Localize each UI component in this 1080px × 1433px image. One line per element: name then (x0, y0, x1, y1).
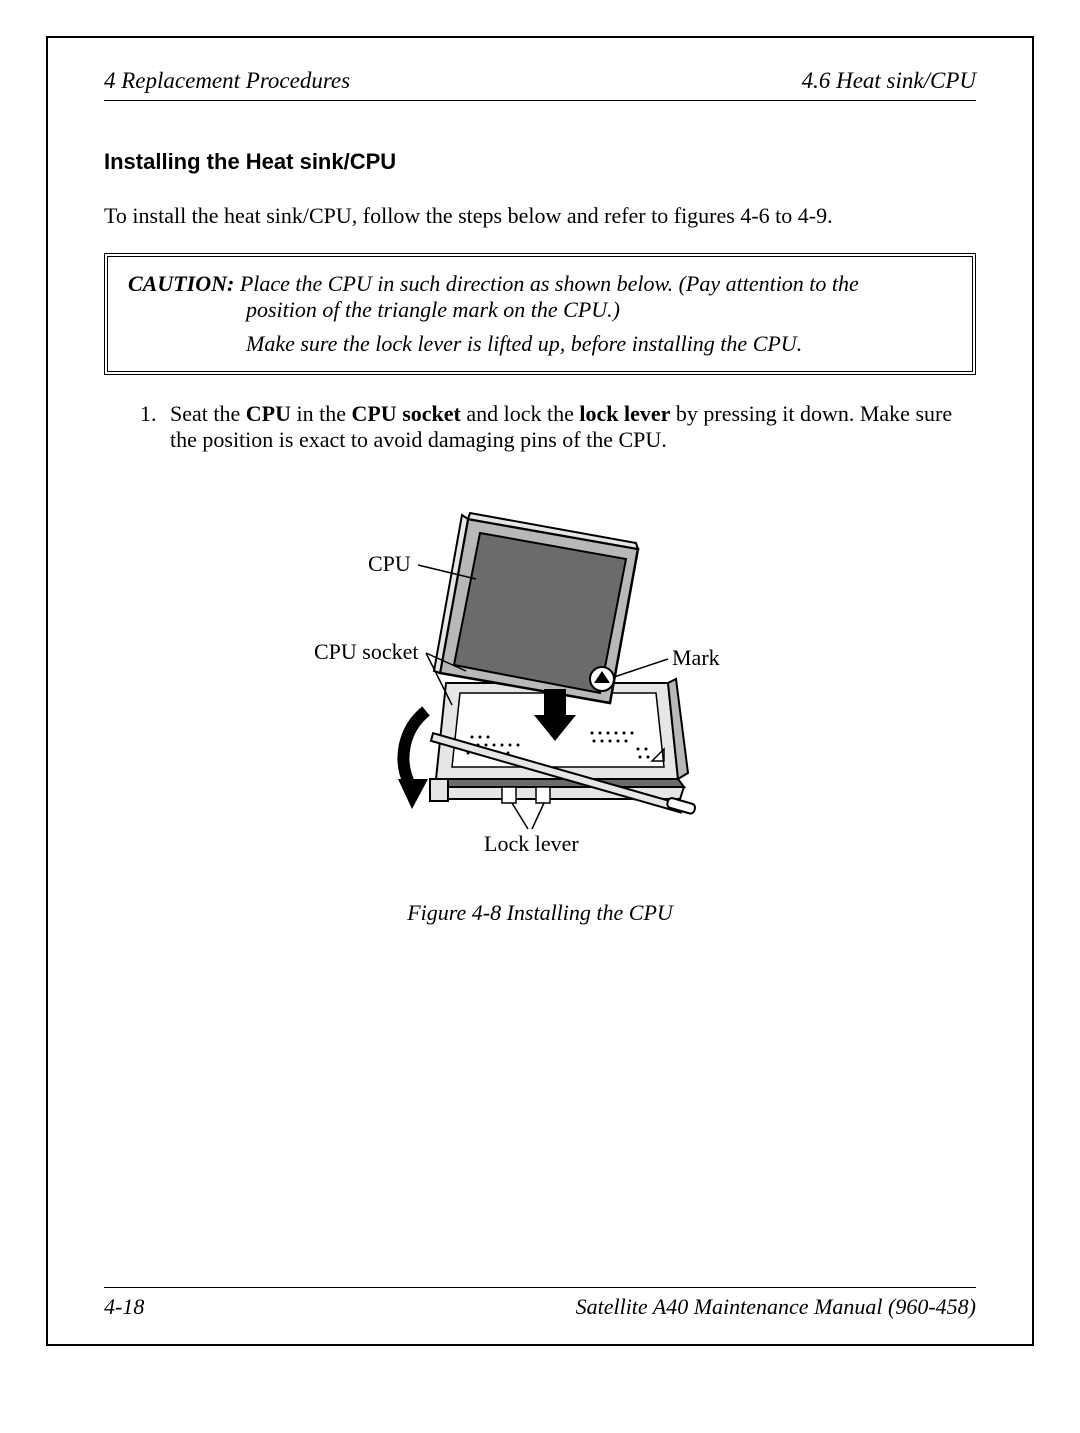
t: in the (291, 401, 352, 426)
caution-line-2: Make sure the lock lever is lifted up, b… (128, 331, 952, 357)
intro-text: To install the heat sink/CPU, follow the… (104, 203, 976, 229)
list-item-1: 1. Seat the CPU in the CPU socket and lo… (140, 401, 972, 453)
ordered-list: 1. Seat the CPU in the CPU socket and lo… (140, 401, 972, 453)
figure-caption: Figure 4-8 Installing the CPU (104, 900, 976, 926)
label-lock-lever: Lock lever (484, 831, 579, 856)
figure: CPU CPU socket Mark Lock lever Figure 4-… (104, 483, 976, 926)
t: lock lever (579, 401, 670, 426)
t: and lock the (461, 401, 580, 426)
list-text: Seat the CPU in the CPU socket and lock … (170, 401, 972, 453)
caution-label: CAUTION: (128, 271, 234, 296)
leader-lever-2 (532, 803, 544, 829)
caution-text-1b: position of the triangle mark on the CPU… (128, 297, 620, 323)
label-cpu-socket: CPU socket (314, 639, 419, 664)
section-title: Installing the Heat sink/CPU (104, 149, 976, 175)
footer-left: 4-18 (104, 1294, 144, 1320)
caution-text-2: Make sure the lock lever is lifted up, b… (128, 331, 802, 357)
motion-arrow-icon (398, 711, 428, 809)
caution-line-1: CAUTION: Place the CPU in such direction… (128, 271, 952, 297)
mark-triangle (590, 667, 614, 691)
t: Seat the (170, 401, 246, 426)
list-number: 1. (140, 401, 170, 453)
leader-mark (614, 659, 668, 677)
leader-lever-1 (512, 803, 528, 829)
caution-text-1a: Place the CPU in such direction as shown… (240, 271, 859, 296)
page-footer: 4-18 Satellite A40 Maintenance Manual (9… (104, 1287, 976, 1320)
t: CPU socket (351, 401, 460, 426)
header-right: 4.6 Heat sink/CPU (802, 68, 976, 94)
cpu-chip-shape (434, 513, 638, 703)
page-header: 4 Replacement Procedures 4.6 Heat sink/C… (104, 68, 976, 101)
caution-line-1b: position of the triangle mark on the CPU… (128, 297, 952, 323)
caution-box: CAUTION: Place the CPU in such direction… (104, 253, 976, 375)
label-cpu: CPU (368, 551, 411, 576)
label-mark: Mark (672, 645, 720, 670)
footer-right: Satellite A40 Maintenance Manual (960-45… (576, 1294, 976, 1320)
figure-svg: CPU CPU socket Mark Lock lever (280, 483, 800, 873)
page-frame: 4 Replacement Procedures 4.6 Heat sink/C… (46, 36, 1034, 1346)
header-left: 4 Replacement Procedures (104, 68, 350, 94)
t: CPU (246, 401, 291, 426)
